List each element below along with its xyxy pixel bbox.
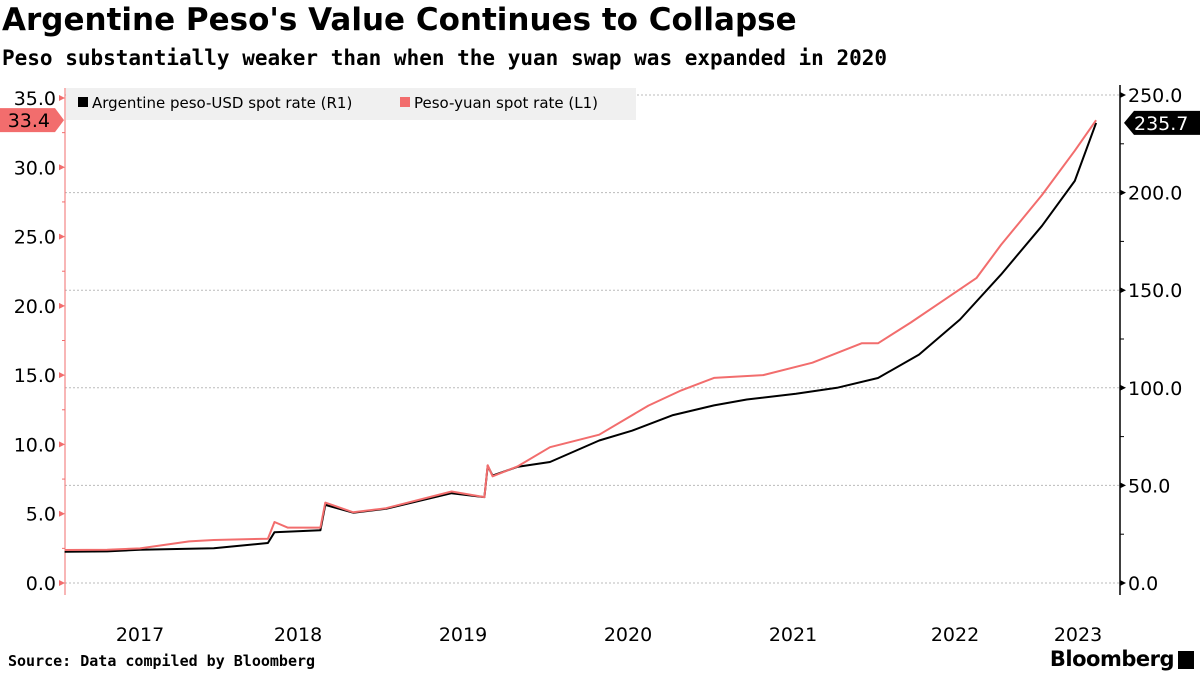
right-tick-label: 150.0: [1128, 280, 1182, 302]
x-tick-label: 2020: [604, 624, 652, 646]
last-value-badge-yuan: [0, 108, 64, 133]
left-tick: [59, 302, 65, 309]
right-tick: [1120, 482, 1126, 489]
legend-swatch-yuan: [400, 97, 410, 107]
source-note: Source: Data compiled by Bloomberg: [8, 652, 316, 670]
right-tick-label: 250.0: [1128, 85, 1182, 107]
left-tick-label: 20.0: [14, 296, 56, 318]
right-tick: [1120, 580, 1126, 586]
x-tick-label: 2017: [116, 624, 164, 646]
left-tick-label: 10.0: [14, 434, 56, 456]
left-tick: [59, 164, 65, 171]
left-tick: [59, 233, 65, 240]
left-tick: [59, 95, 65, 101]
series-line-yuan: [64, 119, 1097, 551]
legend-label-yuan: Peso-yuan spot rate (L1): [414, 94, 598, 112]
chart-title: Argentine Peso's Value Continues to Coll…: [2, 2, 797, 38]
last-value-badge-usd: [1124, 110, 1200, 135]
x-tick-label: 2019: [439, 624, 487, 646]
legend-label-usd: Argentine peso-USD spot rate (R1): [92, 94, 352, 112]
right-tick: [1120, 189, 1126, 196]
x-tick-label: 2018: [274, 624, 322, 646]
left-tick: [59, 510, 65, 517]
last-value-label-yuan: 33.4: [8, 110, 50, 132]
right-tick: [1120, 92, 1126, 98]
chart-subtitle: Peso substantially weaker than when the …: [2, 46, 888, 70]
right-tick-label: 0.0: [1128, 573, 1158, 595]
x-tick-label: 2022: [931, 624, 979, 646]
right-tick-label: 100.0: [1128, 378, 1182, 400]
right-tick-label: 50.0: [1128, 475, 1170, 497]
legend-box: [66, 88, 636, 120]
last-value-label-usd: 235.7: [1134, 113, 1188, 135]
left-tick-label: 35.0: [14, 88, 56, 110]
right-tick: [1120, 287, 1126, 294]
left-tick-label: 0.0: [26, 573, 56, 595]
right-tick-label: 200.0: [1128, 183, 1182, 205]
left-tick: [59, 372, 65, 379]
right-tick: [1120, 384, 1126, 391]
left-tick: [59, 441, 65, 448]
left-tick-label: 15.0: [14, 365, 56, 387]
left-tick: [59, 580, 65, 586]
left-tick-label: 30.0: [14, 157, 56, 179]
left-tick-label: 25.0: [14, 227, 56, 249]
x-tick-label: 2021: [769, 624, 817, 646]
left-tick-label: 5.0: [26, 504, 56, 526]
series-line-usd: [64, 122, 1098, 553]
legend-swatch-usd: [78, 97, 88, 107]
x-tick-label: 2023: [1054, 624, 1102, 646]
bloomberg-logo-mark: [1178, 651, 1194, 669]
bloomberg-logo: Bloomberg: [1049, 647, 1175, 671]
